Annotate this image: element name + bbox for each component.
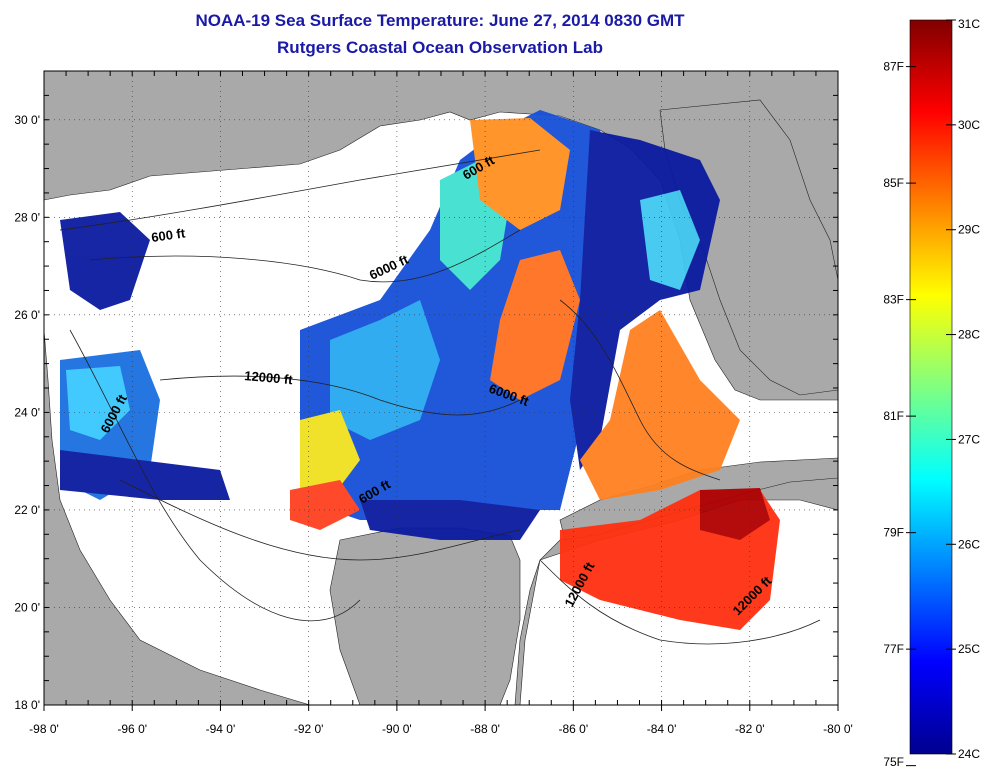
y-tick-label: 18 0' bbox=[14, 698, 40, 712]
colorbar-c-label: 28C bbox=[958, 328, 980, 342]
x-tick-label: -86 0' bbox=[559, 722, 589, 736]
contour-label-12000-a: 12000 ft bbox=[244, 368, 294, 387]
x-tick-label: -94 0' bbox=[206, 722, 236, 736]
y-tick-label: 28 0' bbox=[14, 210, 40, 224]
y-tick-label: 20 0' bbox=[14, 600, 40, 614]
colorbar-c-label: 26C bbox=[958, 537, 980, 551]
x-tick-label: -98 0' bbox=[29, 722, 59, 736]
map-subtitle: Rutgers Coastal Ocean Observation Lab bbox=[277, 38, 603, 57]
x-tick-label: -82 0' bbox=[735, 722, 765, 736]
colorbar bbox=[909, 19, 953, 755]
colorbar-c-label: 29C bbox=[958, 223, 980, 237]
depth-contours bbox=[59, 149, 821, 645]
colorbar-f-label: 83F bbox=[883, 293, 904, 307]
y-tick-label: 26 0' bbox=[14, 308, 40, 322]
x-tick-label: -88 0' bbox=[470, 722, 500, 736]
y-tick-label: 22 0' bbox=[14, 503, 40, 517]
contour-label-600-a: 600 ft bbox=[150, 225, 186, 245]
colorbar-c-label: 31C bbox=[958, 17, 980, 31]
x-tick-label: -90 0' bbox=[382, 722, 412, 736]
y-tick-label: 30 0' bbox=[14, 113, 40, 127]
colorbar-f-label: 79F bbox=[883, 526, 904, 540]
colorbar-f-label: 81F bbox=[883, 409, 904, 423]
colorbar-f-label: 77F bbox=[883, 642, 904, 656]
y-tick-label: 24 0' bbox=[14, 405, 40, 419]
map-title: NOAA-19 Sea Surface Temperature: June 27… bbox=[195, 11, 685, 30]
colorbar-f-label: 87F bbox=[883, 60, 904, 74]
x-tick-label: -80 0' bbox=[823, 722, 853, 736]
colorbar-c-label: 27C bbox=[958, 432, 980, 446]
x-tick-label: -92 0' bbox=[294, 722, 324, 736]
x-tick-label: -96 0' bbox=[117, 722, 147, 736]
colorbar-c-label: 24C bbox=[958, 747, 980, 761]
colorbar-ticks: 31C 30C 29C 28C 27C 26C 25C 24C 87F 85F 83F 81F 79F 7… bbox=[883, 17, 980, 769]
colorbar-c-label: 25C bbox=[958, 642, 980, 656]
x-tick-label: -84 0' bbox=[647, 722, 677, 736]
yucatan-land bbox=[329, 527, 521, 705]
colorbar-f-label: 85F bbox=[883, 176, 904, 190]
sst-data-layer bbox=[60, 110, 780, 630]
colorbar-c-label: 30C bbox=[958, 118, 980, 132]
axis-ticks: -98 0' -96 0' -94 0' -92 0' -90 0' -88 0' -86 … bbox=[14, 70, 853, 736]
colorbar-f-label: 75F bbox=[883, 755, 904, 769]
